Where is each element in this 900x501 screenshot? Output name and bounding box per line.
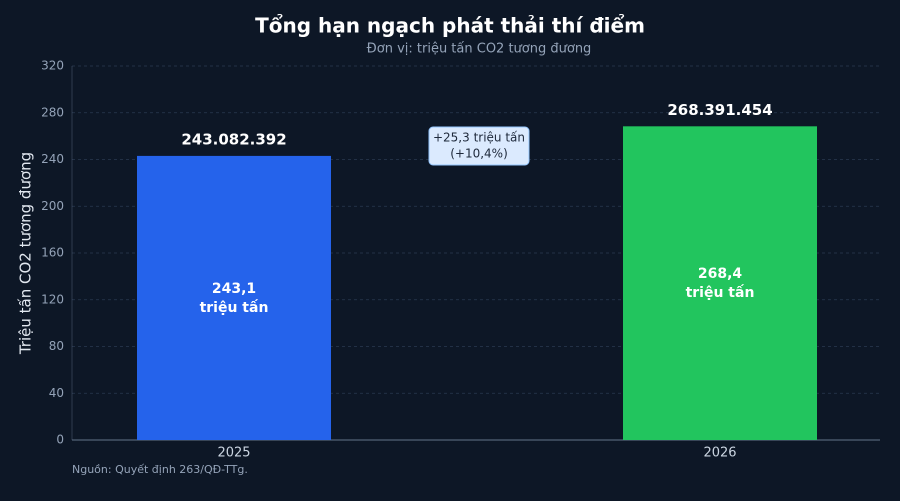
bar [623, 126, 817, 440]
bar [137, 155, 331, 440]
chart-subtitle: Đơn vị: triệu tấn CO2 tương đương [367, 42, 592, 57]
y-tick-label: 200 [41, 199, 64, 213]
y-tick-label: 280 [41, 105, 64, 119]
x-tick-label: 2026 [703, 446, 736, 461]
inner-label: 268,4 [698, 266, 743, 282]
source-note: Nguồn: Quyết định 263/QĐ-TTg. [72, 463, 248, 476]
y-tick-label: 80 [49, 339, 64, 353]
annotation-box [428, 126, 530, 166]
x-tick-label: 2025 [217, 446, 250, 461]
y-tick-label: 120 [41, 292, 64, 306]
y-tick-label: 40 [49, 386, 64, 400]
value-label: 243.082.392 [181, 130, 286, 148]
inner-label: triệu tấn [200, 299, 269, 316]
y-axis-label: Triệu tấn CO2 tương đương [17, 152, 35, 355]
chart-title: Tổng hạn ngạch phát thải thí điểm [255, 14, 645, 38]
y-tick-label: 320 [41, 59, 64, 73]
value-label: 268.391.454 [667, 101, 772, 119]
annotation-text: +25,3 triệu tấn [433, 131, 525, 145]
annotation-text: (+10,4%) [450, 147, 508, 161]
y-tick-label: 160 [41, 246, 64, 260]
inner-label: triệu tấn [686, 284, 755, 301]
y-tick-label: 0 [56, 433, 64, 447]
inner-label: 243,1 [212, 281, 256, 297]
y-tick-label: 240 [41, 152, 64, 166]
